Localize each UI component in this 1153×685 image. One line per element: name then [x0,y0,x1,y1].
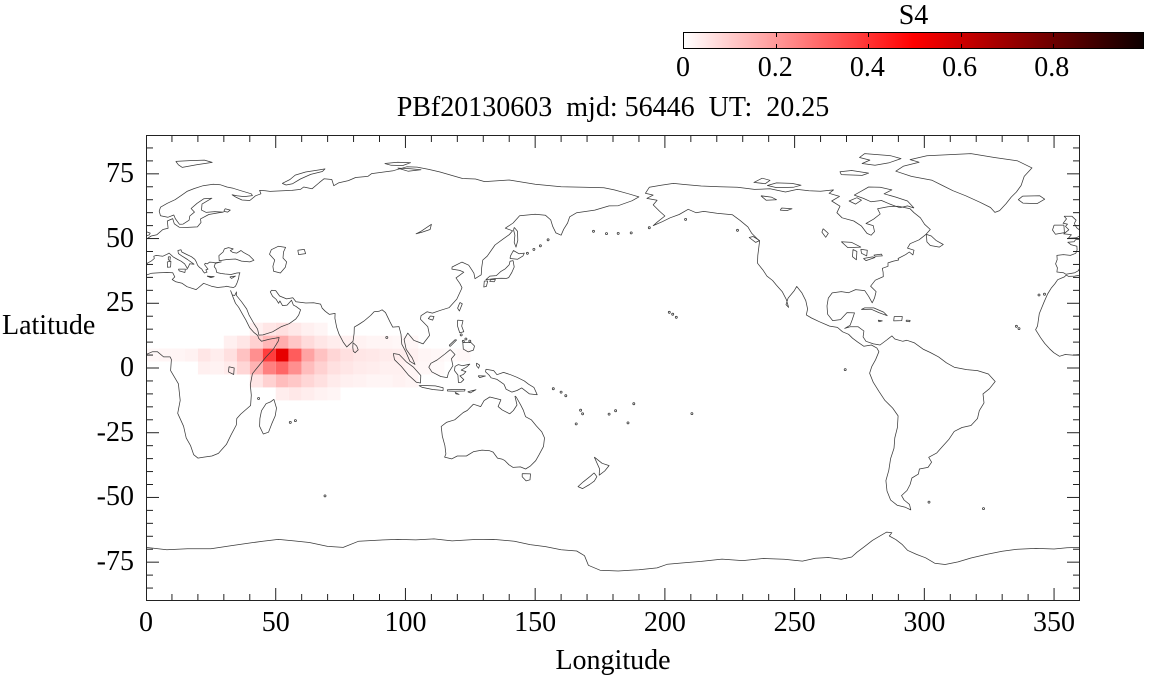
colorbar-tick-mark [776,44,778,48]
plot-frame [146,135,1080,601]
y-tick-label: 50 [106,222,134,254]
y-tick-label: -75 [96,546,134,578]
x-tick-label: 50 [261,607,290,638]
y-tick-label: -25 [96,416,134,448]
colorbar-tick-mark [868,33,870,37]
y-axis-label: Latitude [2,310,96,341]
x-tick-label: 300 [903,607,946,638]
colorbar-tick-label: 0.8 [1034,52,1070,83]
x-tick-label: 150 [514,607,557,638]
island-dots [257,218,1046,511]
x-tick-label: 250 [773,607,816,638]
colorbar-tick-mark [960,44,962,48]
x-axis-label: Longitude [555,645,671,676]
x-tick-label: 350 [1033,607,1076,638]
y-tick-label: 75 [106,157,134,189]
y-tick-label: 0 [120,352,134,383]
colorbar-tick-label: 0.6 [942,52,978,83]
x-tick-label: 200 [643,607,686,638]
colorbar-title: S4 [898,0,929,31]
colorbar-tick-mark [776,33,778,37]
axis-ticks [146,135,1080,601]
world-map-plot [146,135,1080,601]
x-tick-label: 100 [384,607,427,638]
plot-title: PBf20130603 mjd: 56446 UT: 20.25 [396,92,830,123]
x-tick-label: 0 [139,607,153,638]
colorbar-tick-label: 0.2 [757,52,793,83]
colorbar-tick-label: 0 [676,52,690,83]
y-tick-label: 25 [106,287,134,319]
coastlines [146,153,1080,572]
heatmap-cells [146,322,471,401]
y-tick-label: -50 [96,481,134,513]
colorbar-gradient [683,32,1144,49]
colorbar-tick-mark [960,33,962,37]
colorbar-tick-label: 0.4 [849,52,885,83]
colorbar-tick-mark [868,44,870,48]
colorbar-tick-mark [1052,33,1054,37]
colorbar-tick-mark [1052,44,1054,48]
